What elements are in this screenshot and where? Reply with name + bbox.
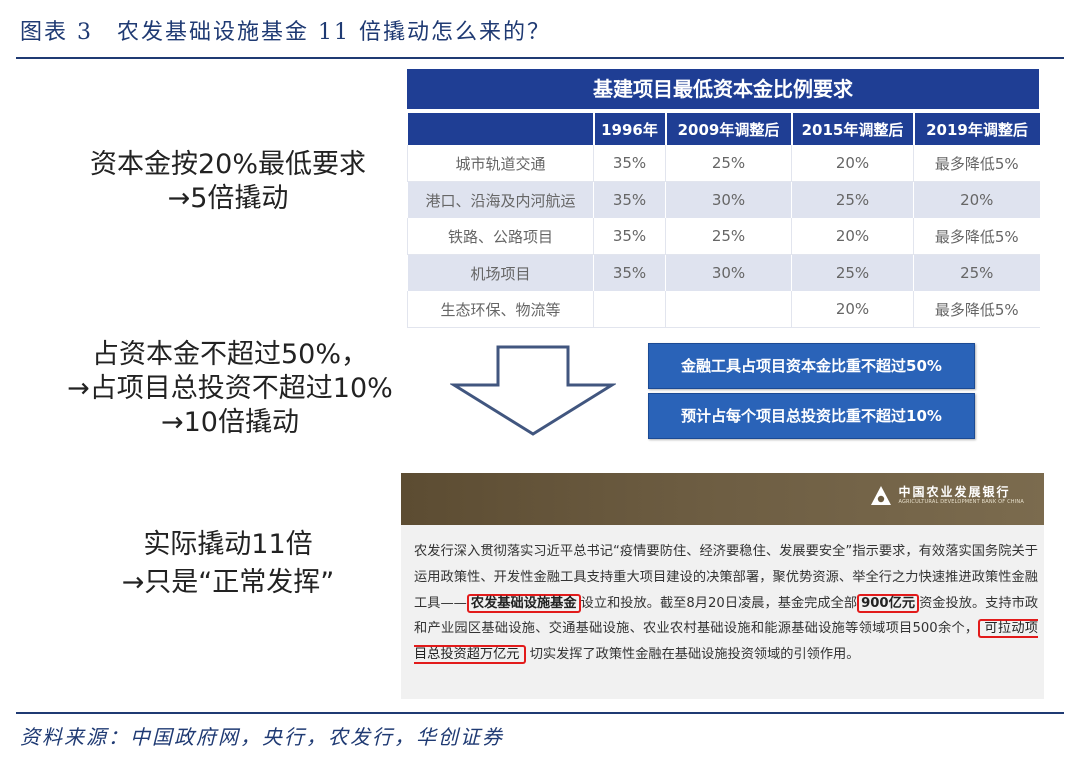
highlight-leverage: 可拉动项目总投资超万亿元 [414,619,1038,665]
left-note-1-line-1: 资本金按20%最低要求 [89,149,366,180]
highlight-fund-name: 农发基础设施基金 [466,593,581,613]
table-cell: 25% [791,181,914,218]
table-cell: 20% [913,181,1040,218]
left-note-2-line-1: 占资本金不超过50%， [91,339,368,370]
adbc-logo: 中国农业发展银行 AGRICULTURAL DEVELOPMENT BANK O… [870,485,1024,507]
investment-share-box: 预计占每个项目总投资比重不超过10% [648,393,975,439]
table-cell: 铁路、公路项目 [407,218,594,255]
table-cell [665,291,792,328]
left-note-1-line-2: →5倍撬动 [167,183,289,214]
table-cell: 25% [665,145,792,182]
col-header-1996: 1996年 [592,109,666,145]
table-cell: 35% [593,254,666,291]
table-cell: 港口、沿海及内河航运 [407,181,594,218]
table-row: 城市轨道交通 35% 25% 20% 最多降低5% [407,145,1040,182]
table-row: 机场项目 35% 30% 25% 25% [407,254,1040,291]
table-cell: 最多降低5% [913,145,1040,182]
left-note-2-line-3: →10倍撬动 [161,407,299,438]
left-note-3-line-2: →只是“正常发挥” [121,567,335,598]
table-cell: 25% [913,254,1040,291]
table-cell: 最多降低5% [913,291,1040,328]
news-paragraph: 农发行深入贯彻落实习近平总书记“疫情要防住、经济要稳住、发展要安全”指示要求，有… [414,539,1038,668]
top-divider [16,57,1064,59]
table-cell: 30% [665,181,792,218]
table-cell: 20% [791,291,914,328]
col-header-blank [407,109,594,145]
bottom-divider [16,712,1064,714]
logo-name-cn: 中国农业发展银行 [898,485,1011,499]
source-note: 资料来源：中国政府网，央行，农发行，华创证券 [20,725,504,749]
table-row: 港口、沿海及内河航运 35% 30% 25% 20% [407,181,1040,218]
table-cell: 35% [593,181,666,218]
news-excerpt: 中国农业发展银行 AGRICULTURAL DEVELOPMENT BANK O… [401,473,1044,699]
table-cell: 35% [593,218,666,255]
news-banner: 中国农业发展银行 AGRICULTURAL DEVELOPMENT BANK O… [401,473,1044,525]
table-cell: 机场项目 [407,254,594,291]
left-note-2-line-2: →占项目总投资不超过10% [67,373,393,404]
col-header-2019: 2019年调整后 [912,109,1040,145]
table-cell: 30% [665,254,792,291]
table-cell: 最多降低5% [913,218,1040,255]
table-cell: 25% [791,254,914,291]
table-cell: 城市轨道交通 [407,145,594,182]
table-cell: 20% [791,218,914,255]
col-header-2015: 2015年调整后 [790,109,914,145]
table-cell: 35% [593,145,666,182]
figure-title: 图表 3 农发基础设施基金 11 倍撬动怎么来的？ [20,20,551,45]
logo-name-en: AGRICULTURAL DEVELOPMENT BANK OF CHINA [898,499,1024,505]
news-text-2: 设立和投放。截至8月20日凌晨，基金完成全部 [580,595,858,611]
left-note-3: 实际撬动11倍 →只是“正常发挥” [48,528,408,600]
table-cell: 20% [791,145,914,182]
table-cell [593,291,666,328]
capital-ratio-table: 基建项目最低资本金比例要求 1996年 2009年调整后 2015年调整后 20… [407,69,1040,328]
left-note-1: 资本金按20%最低要求 →5倍撬动 [48,148,408,216]
table-header-row: 1996年 2009年调整后 2015年调整后 2019年调整后 [407,109,1040,145]
news-text-1: 农发行深入贯彻落实习近平总书记“疫情要防住、经济要稳住、发展要安全”指示要求，有… [414,544,1038,611]
table-title: 基建项目最低资本金比例要求 [407,69,1039,109]
table-cell: 25% [665,218,792,255]
news-text-3: 资金投放。支持市政和产业园区基础设施、交通基础设施、农业农村基础设施和能源基础设… [414,595,1039,637]
table-grid: 1996年 2009年调整后 2015年调整后 2019年调整后 城市轨道交通 … [407,109,1040,328]
news-text-4: 切实发挥了政策性金融在基础设施投资领域的引领作用。 [529,647,860,663]
left-note-2: 占资本金不超过50%， →占项目总投资不超过10% →10倍撬动 [30,338,430,440]
left-note-3-line-1: 实际撬动11倍 [143,529,313,560]
adbc-logo-icon [871,486,892,505]
capital-share-box: 金融工具占项目资本金比重不超过50% [648,343,975,389]
table-cell: 生态环保、物流等 [407,291,594,328]
highlight-amount: 900亿元 [857,593,920,613]
table-row: 生态环保、物流等 20% 最多降低5% [407,291,1040,328]
table-row: 铁路、公路项目 35% 25% 20% 最多降低5% [407,218,1040,255]
col-header-2009: 2009年调整后 [664,109,792,145]
hollow-down-arrow-icon [450,345,616,436]
